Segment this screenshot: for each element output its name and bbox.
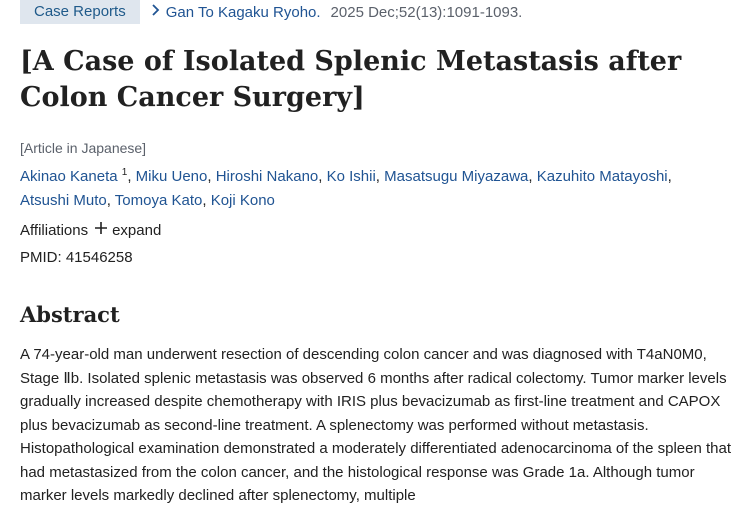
author-link[interactable]: Akinao Kaneta	[20, 168, 118, 185]
author-link[interactable]: Hiroshi Nakano	[215, 168, 319, 185]
language-note: [Article in Japanese]	[20, 140, 147, 156]
author-link[interactable]: Atsushi Muto	[20, 192, 107, 209]
affiliations-label: Affiliations	[20, 221, 89, 239]
expand-affiliations-button[interactable]: expand	[94, 221, 161, 239]
author-list: Akinao Kaneta 1, Miku Ueno, Hiroshi Naka…	[20, 167, 672, 209]
author-link[interactable]: Miku Ueno	[135, 168, 208, 185]
journal-link[interactable]: Gan To Kagaku Ryoho.	[150, 3, 321, 21]
author-link[interactable]: Masatsugu Miyazawa	[384, 168, 529, 185]
author-link[interactable]: Ko Ishii	[326, 168, 376, 185]
journal-name[interactable]: Gan To Kagaku Ryoho.	[165, 3, 321, 21]
pmid: PMID: 41546258	[20, 249, 133, 266]
author-link[interactable]: Koji Kono	[210, 192, 275, 209]
author-link[interactable]: Tomoya Kato	[114, 192, 203, 209]
affiliations-row: Affiliations expand	[20, 221, 161, 239]
article-title: [A Case of Isolated Splenic Metastasis a…	[20, 46, 682, 113]
article-header-line: Case Reports Gan To Kagaku Ryoho. 2025 D…	[20, 0, 522, 24]
expand-label: expand	[112, 221, 162, 239]
chevron-right-icon	[150, 3, 162, 21]
author-link[interactable]: Kazuhito Matayoshi	[536, 168, 668, 185]
abstract-text: A 74-year-old man underwent resection of…	[20, 346, 731, 504]
publication-type-badge[interactable]: Case Reports	[20, 0, 140, 24]
affiliation-marker[interactable]: 1	[121, 167, 128, 178]
citation-details: 2025 Dec;52(13):1091-1093.	[330, 3, 523, 21]
plus-icon	[94, 221, 108, 239]
abstract-heading: Abstract	[20, 302, 120, 327]
